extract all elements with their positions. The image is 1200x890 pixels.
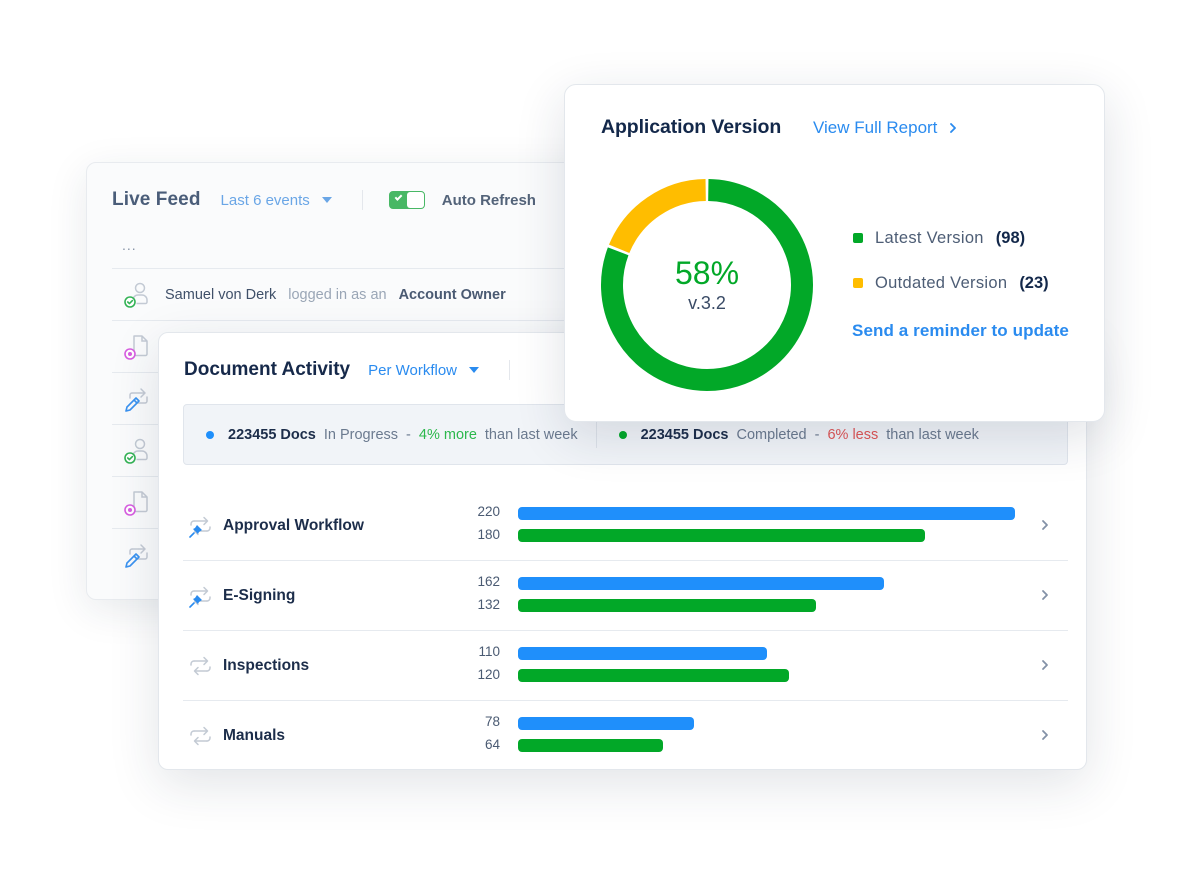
workflow-pinned-icon	[187, 514, 213, 538]
event-role: Account Owner	[398, 286, 506, 303]
workflow-name: Manuals	[223, 727, 286, 744]
summary-state: In Progress	[323, 426, 399, 443]
donut-version: v.3.2	[688, 293, 726, 313]
in-progress-value: 110	[478, 644, 500, 659]
legend-outdated-version: Outdated Version (23)	[853, 273, 1049, 293]
live-feed-event[interactable]	[112, 320, 605, 372]
workflow-list: Approval Workflow 220 180 E-Signing 162 …	[183, 491, 1068, 771]
legend-latest-version: Latest Version (98)	[853, 228, 1049, 248]
completed-value: 120	[477, 667, 500, 682]
version-donut-chart: 58% v.3.2	[599, 177, 815, 393]
per-workflow-dropdown[interactable]: Per Workflow	[368, 361, 480, 379]
auto-refresh-label: Auto Refresh	[441, 191, 536, 209]
chevron-right-icon	[950, 123, 957, 133]
in-progress-value: 220	[477, 504, 500, 519]
document-activity-title: Document Activity	[184, 359, 351, 380]
donut-segment-outdated	[608, 179, 707, 254]
event-user: Samuel von Derk	[165, 286, 277, 303]
live-feed-title: Live Feed	[112, 189, 201, 210]
workflow-row[interactable]: Manuals 78 64	[183, 701, 1068, 771]
in-progress-bar	[518, 507, 1015, 520]
workflow-row[interactable]: Inspections 110 120	[183, 631, 1068, 701]
live-feed-event[interactable]: Samuel von Derk logged in as an Account …	[112, 268, 605, 320]
toggle-knob	[406, 192, 424, 208]
legend-count: (23)	[1019, 273, 1049, 292]
workflow-row[interactable]: E-Signing 162 132	[183, 561, 1068, 631]
completed-value: 132	[477, 597, 500, 612]
legend-count: (98)	[995, 228, 1026, 247]
workflow-name: E-Signing	[223, 587, 296, 604]
legend-label: Outdated Version	[875, 273, 1008, 292]
chevron-right-icon[interactable]	[1040, 655, 1050, 675]
completed-value: 64	[484, 737, 500, 752]
user-check-icon	[122, 436, 152, 466]
workflow-edit-icon	[122, 540, 152, 570]
completed-bar	[518, 739, 663, 752]
send-reminder-link[interactable]: Send a reminder to update	[852, 321, 1069, 340]
summary-delta: 4% more	[418, 426, 477, 443]
summary-dash: -	[406, 426, 411, 443]
version-legend: Latest Version (98) Outdated Version (23…	[853, 228, 1049, 318]
summary-state: Completed	[736, 426, 807, 443]
user-check-icon	[122, 280, 152, 310]
caret-down-icon	[321, 197, 332, 203]
legend-swatch-green	[853, 233, 863, 243]
event-action: logged in as an	[288, 286, 387, 303]
in-progress-dot	[206, 430, 214, 439]
workflow-name: Inspections	[223, 657, 310, 674]
chevron-right-icon[interactable]	[1040, 725, 1050, 745]
chevron-right-icon[interactable]	[1040, 585, 1050, 605]
donut-svg	[601, 179, 813, 391]
completed-bar	[518, 529, 925, 542]
in-progress-value: 162	[477, 574, 500, 589]
more-events-ellipsis[interactable]: ...	[122, 237, 137, 253]
live-feed-header: Live Feed Last 6 events Auto Refresh	[112, 187, 536, 213]
in-progress-bar	[518, 577, 884, 590]
chevron-right-icon[interactable]	[1040, 515, 1050, 535]
legend-label: Latest Version	[875, 228, 984, 247]
workflow-name: Approval Workflow	[223, 517, 364, 534]
document-activity-card: Document Activity Per Workflow 223455 Do…	[158, 332, 1087, 770]
application-version-title: Application Version	[601, 116, 782, 138]
summary-delta: 6% less	[827, 426, 879, 443]
header-divider	[361, 190, 363, 210]
summary-dash: -	[814, 426, 820, 443]
completed-bar	[518, 599, 816, 612]
caret-down-icon	[469, 367, 480, 373]
summary-tail: than last week	[484, 426, 578, 443]
in-progress-bar	[518, 647, 767, 660]
workflow-icon	[187, 724, 213, 748]
workflow-icon	[187, 654, 213, 678]
donut-segment-latest	[601, 179, 813, 391]
donut-percent: 58%	[674, 255, 740, 291]
legend-swatch-yellow	[853, 278, 863, 288]
summary-in-progress: 223455 Docs In Progress - 4% more than l…	[184, 427, 578, 443]
summary-count: 223455 Docs	[228, 426, 316, 443]
document-activity-header: Document Activity Per Workflow	[184, 357, 511, 383]
in-progress-value: 78	[484, 714, 500, 729]
header-divider	[509, 360, 511, 380]
workflow-row[interactable]: Approval Workflow 220 180	[183, 491, 1068, 561]
live-feed-filter-label: Last 6 events	[220, 191, 310, 209]
summary-completed: 223455 Docs Completed - 6% less than las…	[597, 427, 979, 443]
workflow-edit-icon	[122, 384, 152, 414]
completed-value: 180	[477, 527, 500, 542]
document-play-icon	[122, 488, 152, 518]
auto-refresh-toggle[interactable]	[388, 191, 425, 209]
view-full-report-link[interactable]: View Full Report	[813, 118, 957, 138]
per-workflow-label: Per Workflow	[368, 361, 458, 379]
document-play-icon	[122, 332, 152, 362]
workflow-pinned-icon	[187, 584, 213, 608]
summary-count: 223455 Docs	[640, 426, 729, 443]
completed-bar	[518, 669, 789, 682]
live-feed-filter-dropdown[interactable]: Last 6 events	[221, 192, 332, 209]
check-icon	[394, 193, 403, 201]
view-full-report-label: View Full Report	[813, 118, 938, 137]
completed-dot	[618, 430, 627, 439]
summary-tail: than last week	[886, 426, 979, 443]
in-progress-bar	[518, 717, 694, 730]
summary-divider	[595, 421, 597, 448]
application-version-card: Application Version View Full Report 58%…	[564, 84, 1105, 422]
